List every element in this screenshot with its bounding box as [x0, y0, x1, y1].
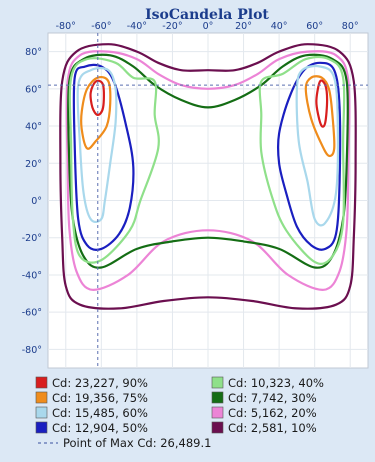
y-tick-label: 20°: [25, 159, 42, 170]
legend-label: Cd: 10,323, 40%: [228, 376, 324, 390]
legend-label: Cd: 5,162, 20%: [228, 406, 317, 420]
contour-line-50: [72, 63, 135, 251]
contour-line-40: [258, 55, 346, 265]
legend-swatch: [211, 421, 224, 434]
legend-label: Cd: 23,227, 90%: [52, 376, 148, 390]
legend-label: Cd: 7,742, 30%: [228, 391, 317, 405]
legend-swatch: [35, 421, 48, 434]
legend-label: Cd: 15,485, 60%: [52, 406, 148, 420]
legend-label: Cd: 19,356, 75%: [52, 391, 148, 405]
legend-swatch: [35, 376, 48, 389]
y-tick-label: 0°: [31, 196, 42, 207]
max-point-marker: [48, 33, 368, 368]
contour-line-75: [80, 76, 112, 150]
contour-line-40: [68, 57, 160, 264]
legend-swatch: [35, 406, 48, 419]
y-tick-labels: 80° 60° 40° 20° 0° -20° -40° -60° -80°: [22, 47, 42, 356]
legend-swatch: [211, 391, 224, 404]
contour-line-60: [76, 67, 118, 224]
contour-line-10: [59, 43, 357, 310]
x-tick-labels: -80° -60° -40° -20° 0° 20° 40° 60° 80°: [56, 21, 359, 32]
y-tick-label: -80°: [22, 345, 42, 356]
chart-title: IsoCandela Plot: [145, 7, 269, 23]
grid-lines: [48, 33, 368, 368]
x-tick-label: -20°: [162, 21, 182, 32]
x-tick-label: 0°: [203, 21, 214, 32]
contour-line-90: [89, 79, 105, 116]
y-tick-label: -20°: [22, 233, 42, 244]
y-tick-label: 60°: [25, 84, 42, 95]
contour-line-30: [67, 53, 349, 269]
x-tick-label: 40°: [271, 21, 288, 32]
x-tick-label: -60°: [91, 21, 111, 32]
legend-swatch: [35, 391, 48, 404]
y-tick-label: 40°: [25, 122, 42, 133]
legend-label: Cd: 2,581, 10%: [228, 421, 317, 435]
legend-swatch: [211, 406, 224, 419]
legend-label: Cd: 12,904, 50%: [52, 421, 148, 435]
contour-line-60: [295, 64, 340, 227]
x-tick-label: -40°: [127, 21, 147, 32]
y-tick-label: -60°: [22, 308, 42, 319]
y-tick-label: 80°: [25, 47, 42, 58]
contour-line-20: [65, 50, 351, 291]
contour-line-75: [304, 75, 336, 158]
x-tick-label: -80°: [56, 21, 76, 32]
contour-line-90: [315, 79, 329, 128]
x-tick-label: 80°: [342, 21, 359, 32]
legend-max-point-label: Point of Max Cd: 26,489.1: [63, 436, 211, 450]
contour-lines: [59, 43, 357, 310]
x-tick-label: 60°: [306, 21, 323, 32]
legend-swatch: [211, 376, 224, 389]
legend: Cd: 23,227, 90%Cd: 19,356, 75%Cd: 15,485…: [35, 376, 324, 450]
y-tick-label: -40°: [22, 270, 42, 281]
x-tick-label: 20°: [235, 21, 252, 32]
